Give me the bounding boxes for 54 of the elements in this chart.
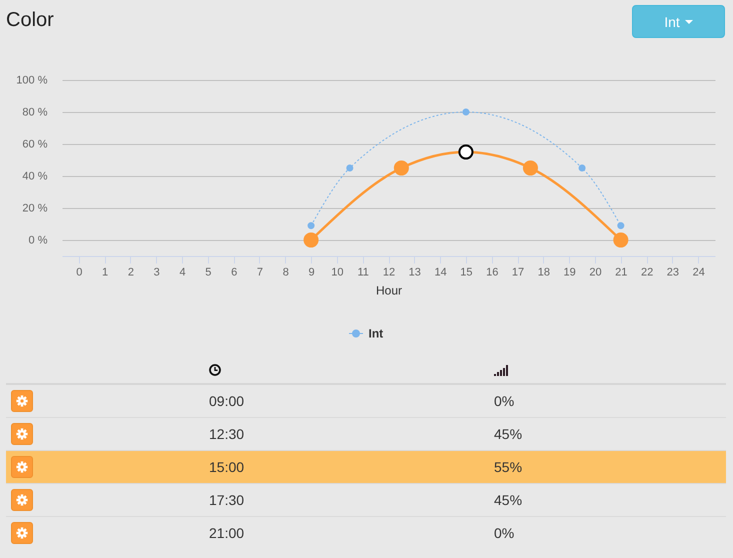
x-axis-title: Hour bbox=[376, 284, 402, 298]
x-tick-label: 23 bbox=[666, 266, 680, 278]
y-tick-label: 60 % bbox=[22, 138, 48, 150]
category-label: 12:30 bbox=[208, 424, 246, 444]
x-tick-label: 1 bbox=[102, 266, 108, 278]
point bbox=[458, 144, 474, 160]
category-label: 09:00 bbox=[208, 392, 246, 411]
category-label: 21:00 bbox=[208, 524, 246, 543]
point bbox=[613, 232, 628, 248]
x-tick-label: 18 bbox=[538, 266, 550, 278]
x-tick-label: 6 bbox=[231, 266, 238, 278]
y-tick-label: 20 % bbox=[22, 202, 48, 214]
y-tick-label: 0 % bbox=[28, 234, 48, 246]
point bbox=[578, 164, 586, 172]
x-tick-label: 17 bbox=[512, 266, 524, 278]
point bbox=[346, 164, 354, 172]
y-tick-label: 80 % bbox=[22, 106, 48, 118]
chart-title: Color bbox=[6, 9, 54, 31]
point bbox=[394, 160, 409, 176]
x-tick-label: 2 bbox=[128, 266, 134, 278]
x-tick-label: 8 bbox=[282, 266, 289, 278]
x-tick-label: 0 bbox=[76, 266, 82, 278]
text: 45% bbox=[494, 426, 522, 442]
x-tick-label: 16 bbox=[486, 266, 498, 278]
category-label: 17:30 bbox=[208, 490, 246, 510]
category-label: 15:00 bbox=[208, 458, 246, 476]
x-tick-label: 7 bbox=[256, 266, 264, 278]
point bbox=[308, 222, 315, 230]
x-tick-label: 20 bbox=[589, 266, 602, 278]
point bbox=[462, 108, 470, 116]
point bbox=[617, 222, 624, 230]
x-tick-label: 15 bbox=[460, 266, 473, 278]
x-tick-label: 3 bbox=[154, 266, 160, 278]
point bbox=[304, 232, 319, 248]
x-tick-label: 21 bbox=[615, 266, 628, 278]
text: 0% bbox=[494, 392, 514, 409]
x-tick-label: 24 bbox=[692, 266, 705, 278]
text: 45% bbox=[494, 492, 522, 508]
x-tick-label: 12 bbox=[382, 266, 396, 278]
point bbox=[522, 160, 538, 176]
x-tick-label: 14 bbox=[434, 266, 447, 278]
y-tick-label: 40 % bbox=[22, 170, 48, 182]
y-tick-label: 100 % bbox=[16, 74, 48, 86]
legend-label: Int bbox=[368, 326, 384, 340]
x-tick-label: 10 bbox=[331, 266, 344, 278]
x-tick-label: 19 bbox=[564, 266, 576, 278]
x-tick-label: 4 bbox=[179, 266, 186, 278]
x-tick-label: 13 bbox=[408, 266, 421, 278]
x-tick-label: 11 bbox=[357, 266, 369, 278]
text: 0% bbox=[494, 524, 514, 541]
x-tick-label: 5 bbox=[205, 266, 212, 278]
x-tick-label: 22 bbox=[640, 266, 654, 278]
x-tick-label: 9 bbox=[308, 266, 315, 278]
dropdown-button: Int bbox=[632, 5, 725, 38]
